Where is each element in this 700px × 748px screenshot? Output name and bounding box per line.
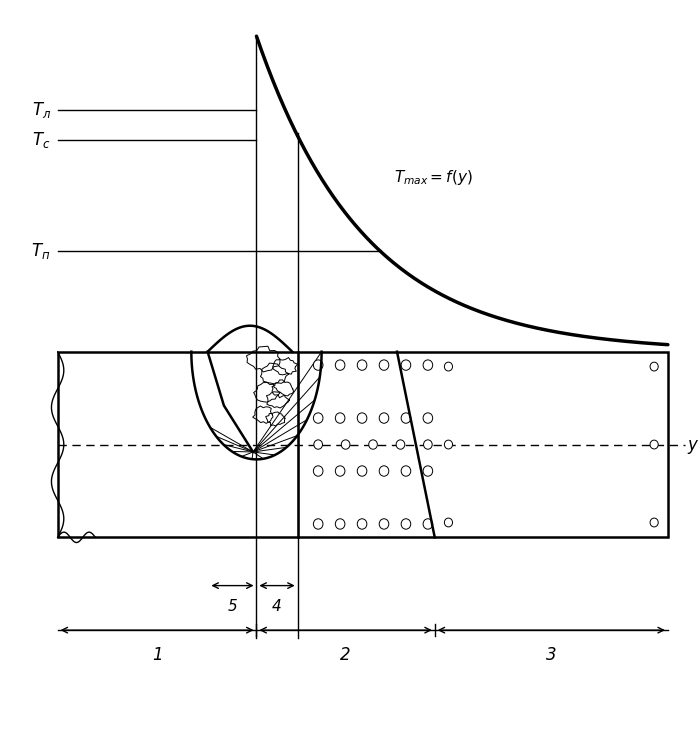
- Circle shape: [423, 413, 433, 423]
- Circle shape: [424, 440, 432, 450]
- Circle shape: [357, 519, 367, 529]
- Circle shape: [401, 519, 411, 529]
- Circle shape: [357, 466, 367, 476]
- Text: 3: 3: [546, 646, 556, 664]
- Circle shape: [423, 519, 433, 529]
- Circle shape: [335, 466, 345, 476]
- Text: $T_{max}=f(y)$: $T_{max}=f(y)$: [393, 168, 472, 187]
- Text: 1: 1: [152, 646, 162, 664]
- Circle shape: [650, 362, 658, 371]
- Circle shape: [650, 518, 658, 527]
- Text: $T_л$: $T_л$: [32, 100, 51, 120]
- Circle shape: [314, 360, 323, 370]
- Circle shape: [314, 519, 323, 529]
- Circle shape: [423, 466, 433, 476]
- Circle shape: [444, 440, 452, 449]
- Circle shape: [444, 518, 452, 527]
- Circle shape: [335, 360, 345, 370]
- Circle shape: [396, 440, 405, 450]
- Text: $T_п$: $T_п$: [32, 242, 51, 262]
- Circle shape: [335, 413, 345, 423]
- Circle shape: [650, 440, 658, 449]
- Text: 5: 5: [228, 599, 237, 614]
- Circle shape: [379, 360, 389, 370]
- Circle shape: [314, 413, 323, 423]
- Circle shape: [342, 440, 350, 450]
- Circle shape: [314, 440, 323, 450]
- Text: 2: 2: [340, 646, 351, 664]
- Circle shape: [357, 413, 367, 423]
- Circle shape: [379, 519, 389, 529]
- Circle shape: [379, 466, 389, 476]
- Bar: [57, 352, 668, 537]
- Circle shape: [379, 413, 389, 423]
- Circle shape: [357, 360, 367, 370]
- Circle shape: [444, 362, 452, 371]
- Circle shape: [401, 413, 411, 423]
- Circle shape: [401, 360, 411, 370]
- Text: 4: 4: [272, 599, 282, 614]
- Circle shape: [314, 466, 323, 476]
- Circle shape: [401, 466, 411, 476]
- Circle shape: [423, 360, 433, 370]
- Text: $T_с$: $T_с$: [32, 130, 51, 150]
- Circle shape: [335, 519, 345, 529]
- Text: y: y: [687, 435, 697, 453]
- Circle shape: [369, 440, 377, 450]
